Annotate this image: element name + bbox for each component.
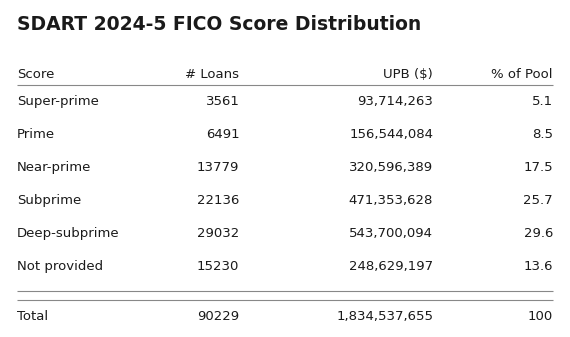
Text: 156,544,084: 156,544,084 xyxy=(349,128,433,141)
Text: SDART 2024-5 FICO Score Distribution: SDART 2024-5 FICO Score Distribution xyxy=(17,15,421,34)
Text: 15230: 15230 xyxy=(197,260,239,273)
Text: 320,596,389: 320,596,389 xyxy=(349,161,433,174)
Text: 90229: 90229 xyxy=(197,310,239,323)
Text: Prime: Prime xyxy=(17,128,55,141)
Text: Near-prime: Near-prime xyxy=(17,161,91,174)
Text: UPB ($): UPB ($) xyxy=(384,68,433,81)
Text: % of Pool: % of Pool xyxy=(491,68,553,81)
Text: # Loans: # Loans xyxy=(185,68,239,81)
Text: 1,834,537,655: 1,834,537,655 xyxy=(336,310,433,323)
Text: Score: Score xyxy=(17,68,55,81)
Text: 5.1: 5.1 xyxy=(532,95,553,108)
Text: 17.5: 17.5 xyxy=(523,161,553,174)
Text: 29032: 29032 xyxy=(197,227,239,240)
Text: 13.6: 13.6 xyxy=(523,260,553,273)
Text: 248,629,197: 248,629,197 xyxy=(349,260,433,273)
Text: 22136: 22136 xyxy=(197,194,239,207)
Text: 13779: 13779 xyxy=(197,161,239,174)
Text: Not provided: Not provided xyxy=(17,260,103,273)
Text: 8.5: 8.5 xyxy=(532,128,553,141)
Text: 6491: 6491 xyxy=(206,128,239,141)
Text: Subprime: Subprime xyxy=(17,194,82,207)
Text: 25.7: 25.7 xyxy=(523,194,553,207)
Text: Deep-subprime: Deep-subprime xyxy=(17,227,120,240)
Text: Super-prime: Super-prime xyxy=(17,95,99,108)
Text: 3561: 3561 xyxy=(206,95,239,108)
Text: 29.6: 29.6 xyxy=(523,227,553,240)
Text: 100: 100 xyxy=(528,310,553,323)
Text: 93,714,263: 93,714,263 xyxy=(357,95,433,108)
Text: Total: Total xyxy=(17,310,48,323)
Text: 471,353,628: 471,353,628 xyxy=(349,194,433,207)
Text: 543,700,094: 543,700,094 xyxy=(349,227,433,240)
